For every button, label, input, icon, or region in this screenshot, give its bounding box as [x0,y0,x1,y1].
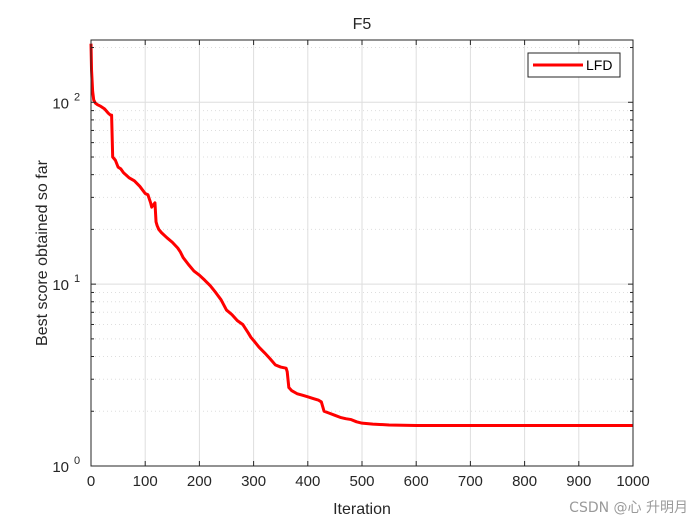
series-line-lfd [89,43,633,427]
y-tick-label-exponent: 2 [74,91,80,103]
x-axis-label: Iteration [333,501,391,518]
x-tick-label: 100 [133,473,158,490]
y-tick-label-base: 10 [52,95,69,112]
chart-title: F5 [353,16,372,33]
y-axis-label: Best score obtained so far [34,159,51,346]
x-tick-label: 500 [349,473,374,490]
x-tick-label: 400 [295,473,320,490]
series-layer [89,43,633,427]
watermark: CSDN @心 升明月 [569,500,688,516]
y-tick-label-exponent: 0 [74,455,80,467]
y-tick-label: 10 [52,95,69,112]
x-tick-label: 700 [458,473,483,490]
x-tick-label: 800 [512,473,537,490]
x-tick-label: 300 [241,473,266,490]
y-tick-label-base: 10 [52,277,69,294]
grid [91,40,633,466]
y-tick-label-exponent: 1 [74,273,80,285]
y-tick-label: 10 [52,459,69,476]
x-tick-label: 0 [87,473,95,490]
legend-label-lfd: LFD [586,57,612,73]
x-tick-label: 900 [566,473,591,490]
legend: LFD [527,52,621,78]
x-tick-label: 200 [187,473,212,490]
x-tick-label: 1000 [616,473,649,490]
x-tick-label: 600 [404,473,429,490]
y-tick-label-base: 10 [52,459,69,476]
y-tick-label: 10 [52,277,69,294]
